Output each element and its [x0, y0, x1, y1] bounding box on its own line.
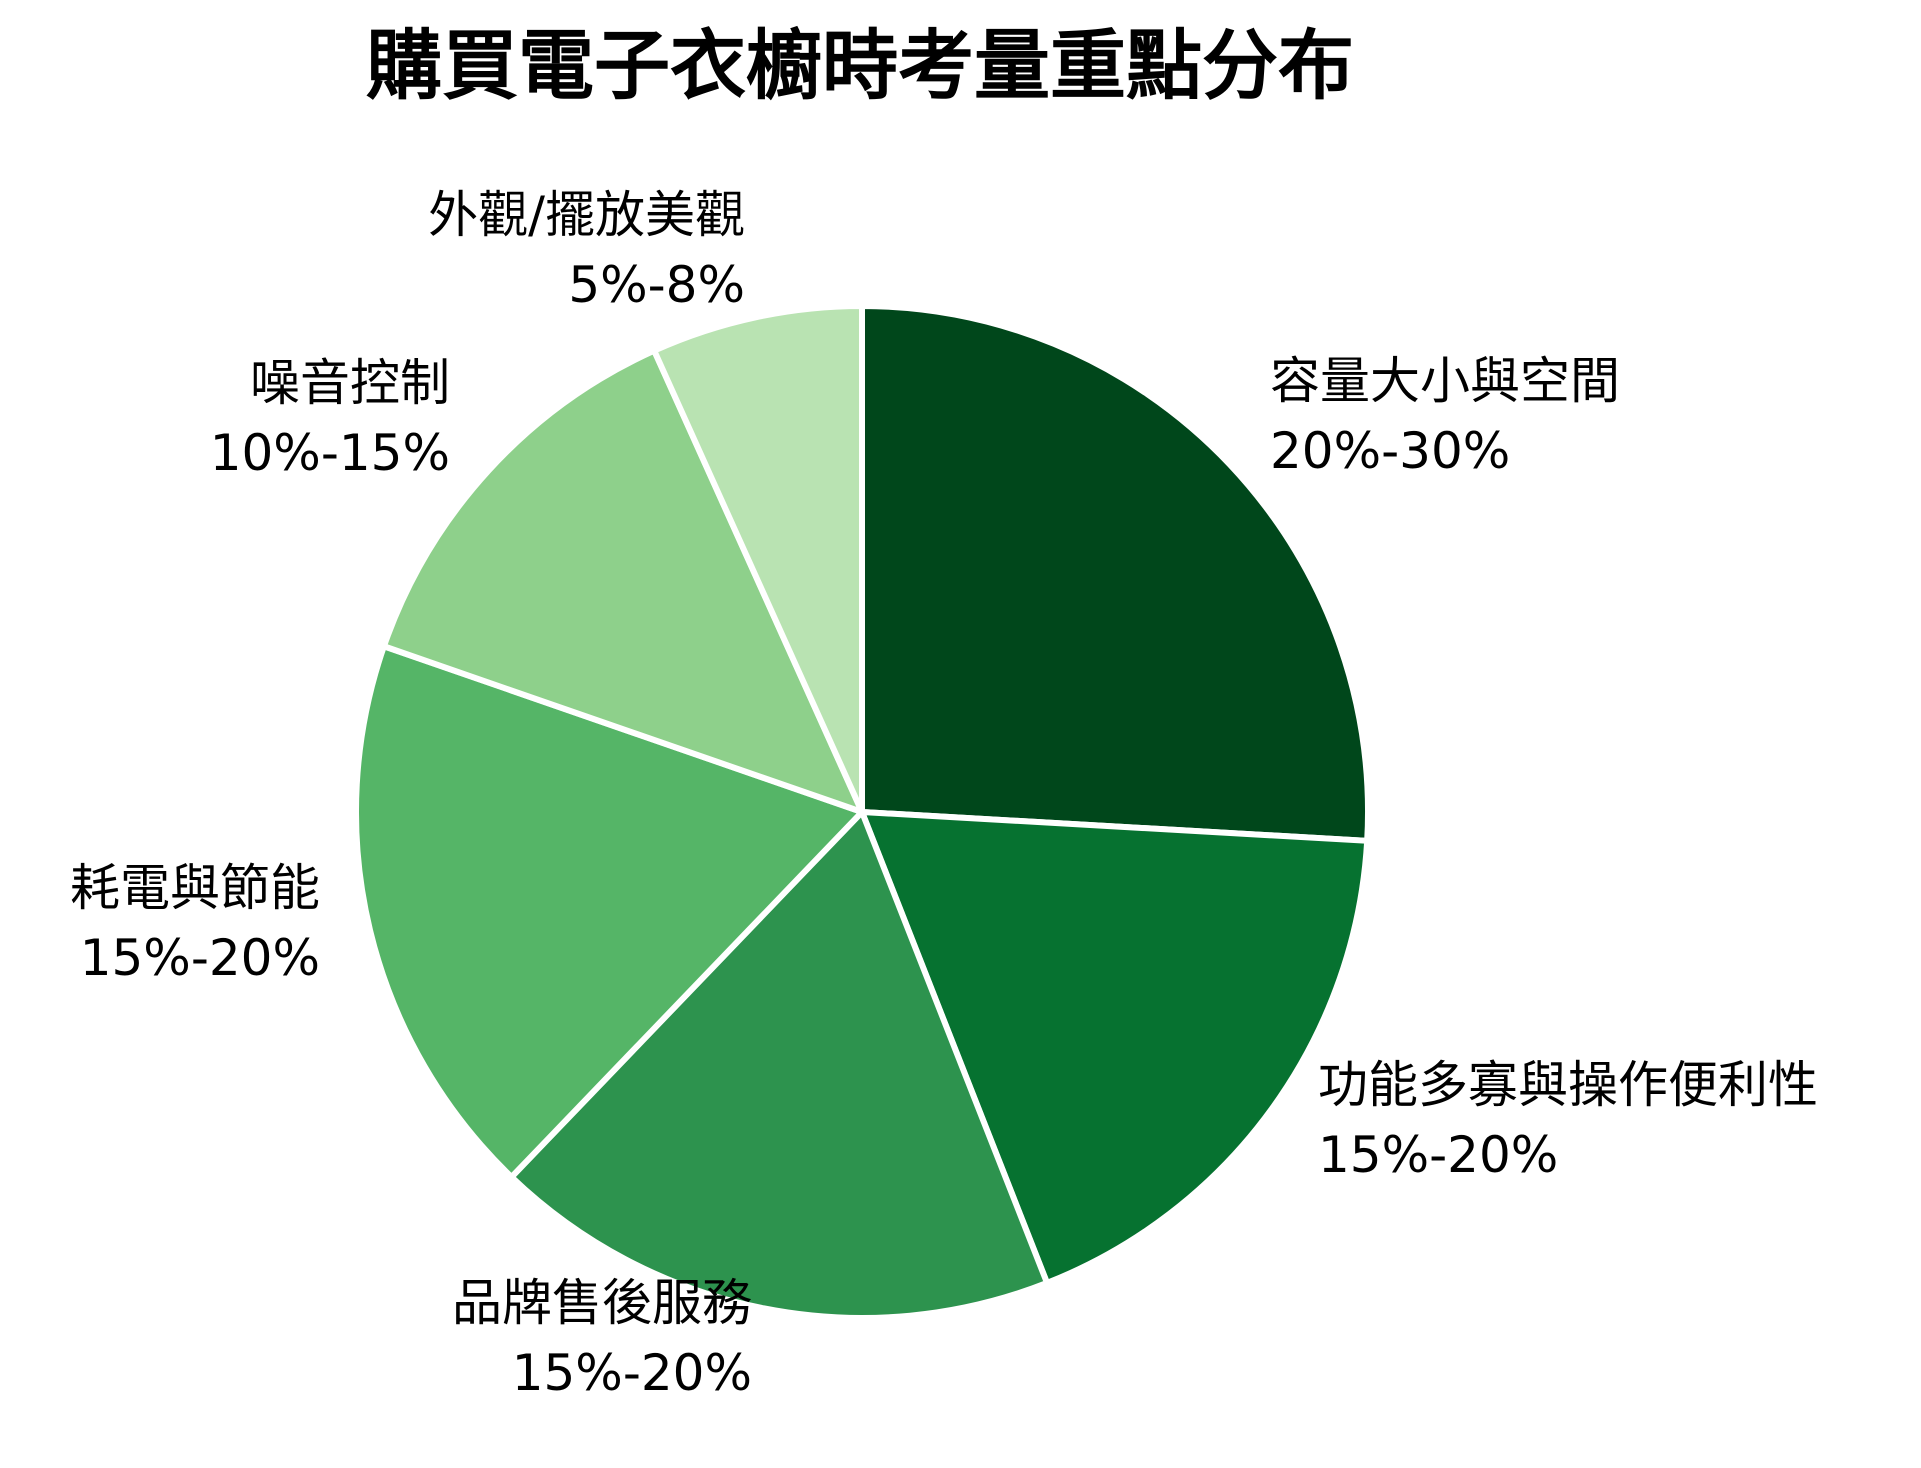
- slice-label-range-3: 15%-20%: [512, 1344, 752, 1402]
- pie-labels: 容量大小與空間 20%-30% 功能多寡與操作便利性 15%-20% 品牌售後服務 15%…: [70, 186, 1818, 1402]
- chart-title: 購買電子衣櫥時考量重點分布: [366, 21, 1354, 110]
- slice-label-range-4: 15%-20%: [80, 929, 320, 987]
- slice-label-range-2: 15%-20%: [1318, 1126, 1558, 1184]
- slice-label-name-1: 容量大小與空間: [1270, 352, 1620, 410]
- pie-slice-3: [508, 809, 1051, 1321]
- slice-label-name-2: 功能多寡與操作便利性: [1318, 1056, 1818, 1114]
- slice-label-range-5: 10%-15%: [210, 424, 450, 482]
- slice-label-name-5: 噪音控制: [250, 354, 450, 412]
- slice-label-name-4: 耗電與節能: [70, 859, 320, 917]
- pie-slice-5: [380, 347, 865, 815]
- pie-slices: [353, 303, 1371, 1321]
- slice-label-name-3: 品牌售後服務: [452, 1274, 752, 1332]
- slice-label-range-6: 5%-8%: [568, 256, 745, 314]
- slice-label-range-1: 20%-30%: [1270, 422, 1510, 480]
- pie-slice-1: [859, 303, 1371, 844]
- pie-slice-4: [353, 643, 865, 1180]
- pie-slice-2: [859, 809, 1371, 1286]
- slice-label-name-6: 外觀/擺放美觀: [428, 186, 745, 244]
- pie-slice-6: [651, 303, 865, 815]
